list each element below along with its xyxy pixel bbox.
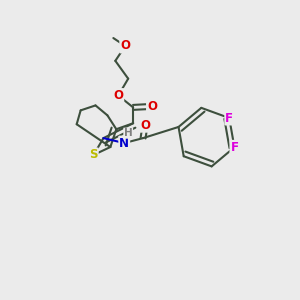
Text: O: O	[113, 89, 123, 102]
Text: F: F	[225, 112, 233, 124]
Text: S: S	[89, 148, 98, 161]
Text: H: H	[124, 128, 133, 138]
Text: N: N	[119, 136, 129, 150]
Text: F: F	[230, 141, 238, 154]
Text: O: O	[120, 40, 130, 52]
Text: O: O	[140, 119, 150, 132]
Text: O: O	[147, 100, 157, 113]
